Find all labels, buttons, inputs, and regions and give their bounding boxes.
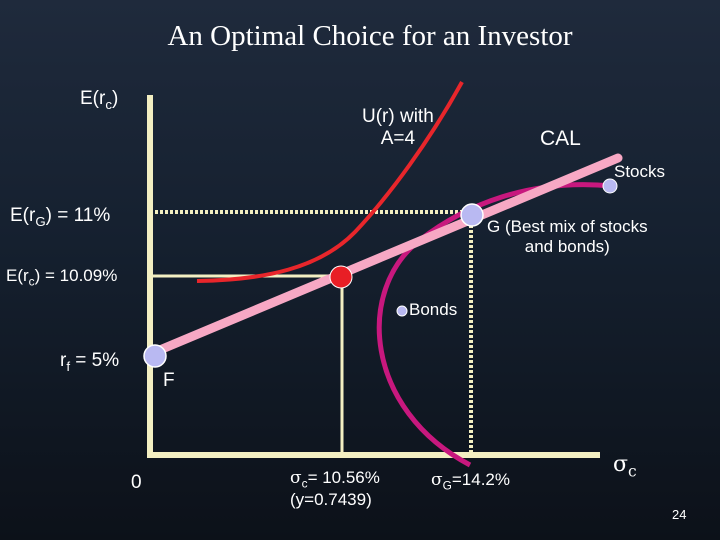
page-title: An Optimal Choice for an Investor	[167, 20, 573, 52]
point-bonds	[396, 305, 408, 317]
page-number: 24	[672, 507, 687, 522]
erg-label: E(rG) = 11%	[10, 205, 111, 229]
sigma-g-label: σG=14.2%	[431, 470, 510, 493]
point-stocks	[602, 178, 618, 194]
sigma-c-label: σc= 10.56% (y=0.7439)	[290, 468, 380, 510]
f-label: F	[163, 370, 175, 391]
cal-line	[150, 153, 623, 357]
utility-curve-label: U(r) with A=4	[362, 106, 434, 149]
point-g	[460, 203, 484, 227]
g-label: G (Best mix of stocks and bonds)	[487, 217, 648, 256]
utility-curve	[196, 81, 464, 283]
stocks-label: Stocks	[614, 162, 666, 181]
erc-label: E(rc) = 10.09%	[6, 266, 118, 289]
point-f	[143, 344, 167, 368]
y-axis-label: E(rc)	[80, 88, 119, 112]
point-optimal-c	[329, 265, 353, 289]
x-axis-label: σc	[613, 452, 637, 481]
bonds-label: Bonds	[409, 300, 458, 319]
cal-label: CAL	[540, 127, 581, 150]
origin-label: 0	[131, 472, 142, 493]
rf-label: rf = 5%	[60, 350, 120, 374]
